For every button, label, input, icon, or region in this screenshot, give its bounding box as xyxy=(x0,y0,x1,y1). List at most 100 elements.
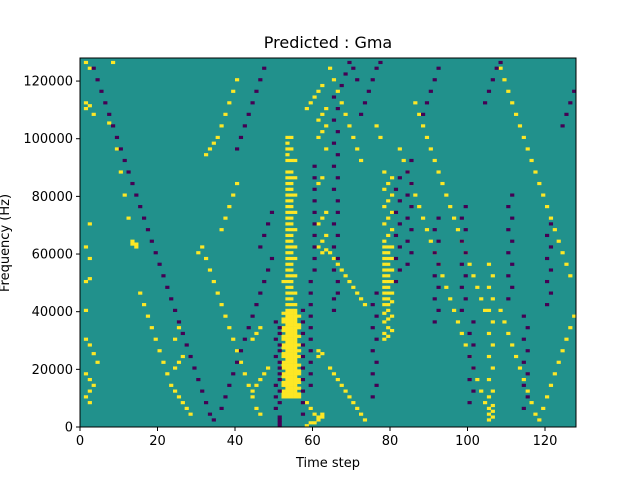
heatmap-cell-high xyxy=(382,245,387,249)
y-tick-label: 40000 xyxy=(32,305,73,320)
heatmap-cell-high xyxy=(324,210,329,214)
heatmap-cell-high xyxy=(289,205,294,209)
x-axis: 0 20 40 60 80 100 120 xyxy=(76,427,557,449)
heatmap-cell-low xyxy=(432,297,437,301)
heatmap-cell-high xyxy=(289,334,294,338)
x-tick-label: 100 xyxy=(455,434,480,449)
heatmap-cell-high xyxy=(289,251,294,255)
heatmap-cell-high xyxy=(250,395,255,399)
heatmap-cell-low xyxy=(370,372,375,376)
heatmap-cell-high xyxy=(440,274,445,278)
heatmap-cell-high xyxy=(293,274,298,278)
heatmap-cell-low xyxy=(521,314,526,318)
heatmap-cell-high xyxy=(293,372,298,376)
heatmap-cell-low xyxy=(331,95,337,99)
heatmap-cell-high xyxy=(285,337,290,341)
heatmap-cell-high xyxy=(386,216,391,220)
heatmap-cell-high xyxy=(289,346,294,350)
heatmap-cell-high xyxy=(289,328,294,333)
heatmap-cell-high xyxy=(444,285,449,289)
heatmap-cell-low xyxy=(510,285,515,289)
heatmap-cell-high xyxy=(374,124,379,128)
heatmap-cell-high xyxy=(219,303,224,307)
heatmap-cell-low xyxy=(308,291,313,295)
heatmap-cell-high xyxy=(382,262,387,266)
heatmap-cell-high xyxy=(293,375,298,379)
heatmap-cell-low xyxy=(471,366,476,370)
heatmap-cell-high xyxy=(351,285,356,289)
heatmap-cell-low xyxy=(262,279,267,284)
heatmap-cell-low xyxy=(463,228,468,232)
y-tick-label: 80000 xyxy=(32,190,73,205)
heatmap-cell-low xyxy=(331,141,337,145)
heatmap-cell-low xyxy=(432,320,437,324)
heatmap-cell-high xyxy=(293,366,298,370)
heatmap-cell-high xyxy=(289,222,294,226)
heatmap-cell-high xyxy=(475,285,480,289)
heatmap-cell-high xyxy=(339,268,344,272)
heatmap-cell-high xyxy=(537,418,542,422)
heatmap-cell-high xyxy=(281,392,286,396)
heatmap-cell-high xyxy=(355,291,360,295)
heatmap-cell-high xyxy=(386,256,391,261)
heatmap-cell-high xyxy=(285,256,290,261)
heatmap-cell-low xyxy=(308,360,313,364)
heatmap-cell-high xyxy=(289,233,294,238)
heatmap-cell-high xyxy=(281,337,286,341)
heatmap-cell-high xyxy=(390,314,395,318)
heatmap-cell-high xyxy=(390,256,395,261)
heatmap-cell-low xyxy=(258,291,263,295)
heatmap-cell-high xyxy=(293,340,298,344)
heatmap-cell-high xyxy=(444,193,449,197)
heatmap-cell-high xyxy=(87,389,92,393)
heatmap-cell-low xyxy=(374,291,379,295)
heatmap-cell-high xyxy=(316,354,321,359)
heatmap-cell-low xyxy=(545,303,550,307)
heatmap-cell-low xyxy=(273,406,278,410)
heatmap-cell-low xyxy=(378,60,383,65)
heatmap-cell-low xyxy=(308,337,313,341)
heatmap-cell-high xyxy=(281,395,286,399)
heatmap-cell-low xyxy=(99,89,104,93)
heatmap-cell-low xyxy=(506,251,511,255)
heatmap-cell-low xyxy=(258,245,263,249)
heatmap-cell-high xyxy=(556,239,561,243)
heatmap-cell-high xyxy=(285,233,290,238)
heatmap-cell-high xyxy=(285,326,290,330)
heatmap-cell-high xyxy=(386,251,391,255)
heatmap-cell-high xyxy=(328,66,333,70)
heatmap-cell-high xyxy=(285,380,290,385)
heatmap-cell-low xyxy=(572,89,577,93)
heatmap-cell-low xyxy=(393,210,399,214)
heatmap-cell-high xyxy=(254,331,259,336)
heatmap-cell-high xyxy=(238,360,244,364)
heatmap-cell-low xyxy=(269,210,275,214)
heatmap-cell-low xyxy=(397,176,402,180)
heatmap-cell-high xyxy=(91,383,96,387)
heatmap-cell-high xyxy=(293,343,298,347)
heatmap-cell-low xyxy=(200,389,205,393)
heatmap-cell-high xyxy=(316,89,321,93)
heatmap-cell-high xyxy=(382,239,387,243)
heatmap-cell-high xyxy=(572,314,577,318)
heatmap-cell-high xyxy=(289,311,294,315)
heatmap-cell-high xyxy=(293,303,298,307)
heatmap-cell-low xyxy=(138,205,143,209)
heatmap-cell-low xyxy=(95,78,100,82)
heatmap-cell-high xyxy=(386,233,391,238)
heatmap-cell-low xyxy=(111,124,116,128)
heatmap-cell-high xyxy=(490,274,495,278)
heatmap-cell-high xyxy=(316,349,321,353)
heatmap-cell-high xyxy=(215,291,220,295)
heatmap-cell-high xyxy=(289,337,294,341)
heatmap-cell-low xyxy=(277,343,282,347)
heatmap-cell-low xyxy=(118,147,123,151)
heatmap-cell-low xyxy=(300,308,306,312)
heatmap-cell-low xyxy=(331,268,337,272)
heatmap-cell-high xyxy=(486,406,492,410)
heatmap-cell-low xyxy=(459,308,464,312)
heatmap-cell-high xyxy=(293,369,298,373)
heatmap-cell-low xyxy=(494,66,499,70)
heatmap-cell-high xyxy=(564,337,569,341)
heatmap-cell-low xyxy=(471,343,476,347)
